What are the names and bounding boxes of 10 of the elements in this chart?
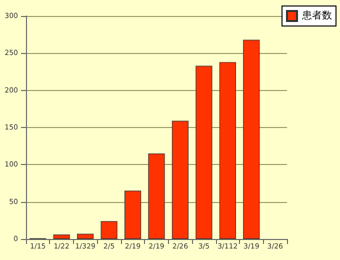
bar xyxy=(77,234,94,239)
bar xyxy=(243,40,260,239)
bar xyxy=(219,62,236,239)
bar xyxy=(196,66,212,239)
bar xyxy=(148,154,165,239)
bar xyxy=(124,190,142,239)
bar xyxy=(100,221,118,239)
legend-label: 患者数 xyxy=(301,10,332,22)
bar xyxy=(53,234,70,239)
bar xyxy=(172,120,189,239)
